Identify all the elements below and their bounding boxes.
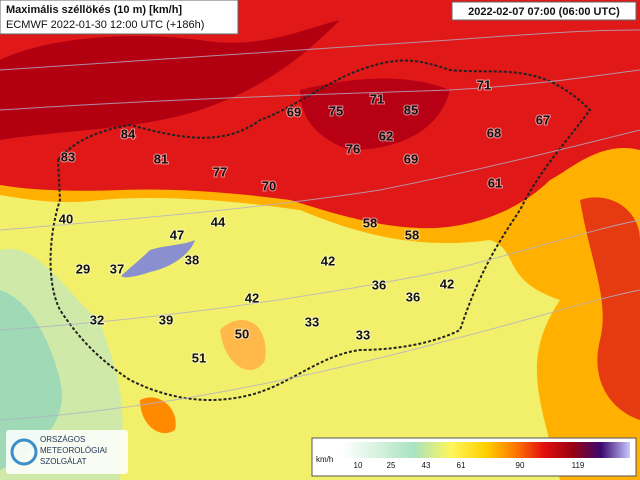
field-green2 xyxy=(0,290,62,470)
station-value: 33 xyxy=(305,314,319,329)
legend-tick-label: 25 xyxy=(387,461,396,470)
model-run: ECMWF 2022-01-30 12:00 UTC (+186h) xyxy=(6,19,204,31)
station-value: 71 xyxy=(370,91,384,106)
legend-tick-label: 43 xyxy=(422,461,431,470)
station-value: 85 xyxy=(404,102,418,117)
title: Maximális széllökés (10 m) [km/h] xyxy=(6,4,182,16)
station-value: 81 xyxy=(154,151,168,166)
station-value: 67 xyxy=(536,112,550,127)
station-value: 36 xyxy=(406,289,420,304)
valid-time: 2022-02-07 07:00 (06:00 UTC) xyxy=(468,6,620,18)
station-value: 83 xyxy=(61,149,75,164)
legend-tick-label: 10 xyxy=(354,461,363,470)
lake-balaton xyxy=(121,240,195,278)
stations: 83 84 81 77 70 69 75 71 85 62 76 69 71 68 67 61 40 47 44 38… xyxy=(58,76,551,366)
station-value: 42 xyxy=(245,290,259,305)
legend-tick-label: 119 xyxy=(572,461,585,470)
field-darkred xyxy=(0,20,340,140)
field-darkred2 xyxy=(300,78,450,150)
field-orange-c xyxy=(220,320,266,370)
field-red-east xyxy=(580,197,640,420)
logo-box xyxy=(6,430,128,474)
station-value: 69 xyxy=(287,104,301,119)
station-value: 42 xyxy=(440,276,454,291)
station-value: 44 xyxy=(211,214,226,229)
station-value: 71 xyxy=(477,77,491,92)
station-value: 76 xyxy=(346,141,360,156)
legend-tick-label: 61 xyxy=(457,461,466,470)
station-value: 51 xyxy=(192,350,206,365)
header-box xyxy=(0,0,239,35)
station-value: 36 xyxy=(372,277,386,292)
station-value: 37 xyxy=(110,261,124,276)
station-value: 39 xyxy=(159,312,173,327)
streamlines xyxy=(0,29,640,421)
field-orange-sw xyxy=(140,397,176,434)
station-value: 62 xyxy=(379,128,393,143)
station-value: 42 xyxy=(321,253,335,268)
station-value: 47 xyxy=(170,227,184,242)
logo-line: SZOLGÁLAT xyxy=(40,457,87,466)
station-value: 68 xyxy=(487,125,501,140)
station-value: 38 xyxy=(185,252,199,267)
station-value: 32 xyxy=(90,312,104,327)
station-value: 84 xyxy=(121,126,136,141)
station-value: 58 xyxy=(405,227,419,242)
station-value: 50 xyxy=(235,326,249,341)
legend-ticks: 10 25 43 61 90 119 xyxy=(354,461,585,470)
station-value: 58 xyxy=(363,215,377,230)
logo-line: ORSZÁGOS xyxy=(40,435,85,444)
station-value: 61 xyxy=(488,175,502,190)
station-value: 70 xyxy=(262,178,276,193)
station-value: 77 xyxy=(213,164,227,179)
legend-tick-label: 90 xyxy=(516,461,525,470)
station-value: 75 xyxy=(329,103,343,118)
station-value: 33 xyxy=(356,327,370,342)
legend-unit: km/h xyxy=(316,455,333,464)
country-border xyxy=(49,59,592,401)
station-value: 40 xyxy=(59,211,73,226)
time-box xyxy=(451,1,637,21)
logo-icon xyxy=(10,438,38,466)
logo-line: METEOROLÓGIAI xyxy=(40,446,107,455)
legend-bar xyxy=(342,442,630,458)
station-value: 69 xyxy=(404,151,418,166)
station-value: 29 xyxy=(76,261,90,276)
